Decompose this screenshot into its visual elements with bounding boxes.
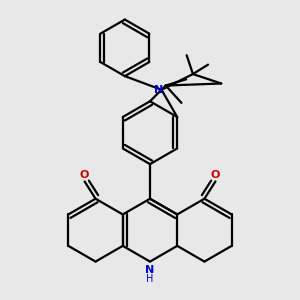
- Text: O: O: [211, 170, 220, 180]
- Text: N: N: [154, 85, 163, 95]
- Text: N: N: [146, 266, 154, 275]
- Text: O: O: [80, 170, 89, 180]
- Text: H: H: [146, 274, 154, 284]
